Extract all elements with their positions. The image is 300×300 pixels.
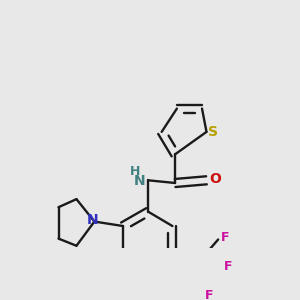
Text: F: F: [220, 231, 229, 244]
Text: F: F: [224, 260, 233, 273]
Text: H: H: [130, 165, 140, 178]
Text: S: S: [208, 125, 218, 139]
Text: N: N: [134, 174, 145, 188]
Text: O: O: [209, 172, 221, 186]
Text: N: N: [86, 213, 98, 227]
Text: F: F: [205, 289, 213, 300]
